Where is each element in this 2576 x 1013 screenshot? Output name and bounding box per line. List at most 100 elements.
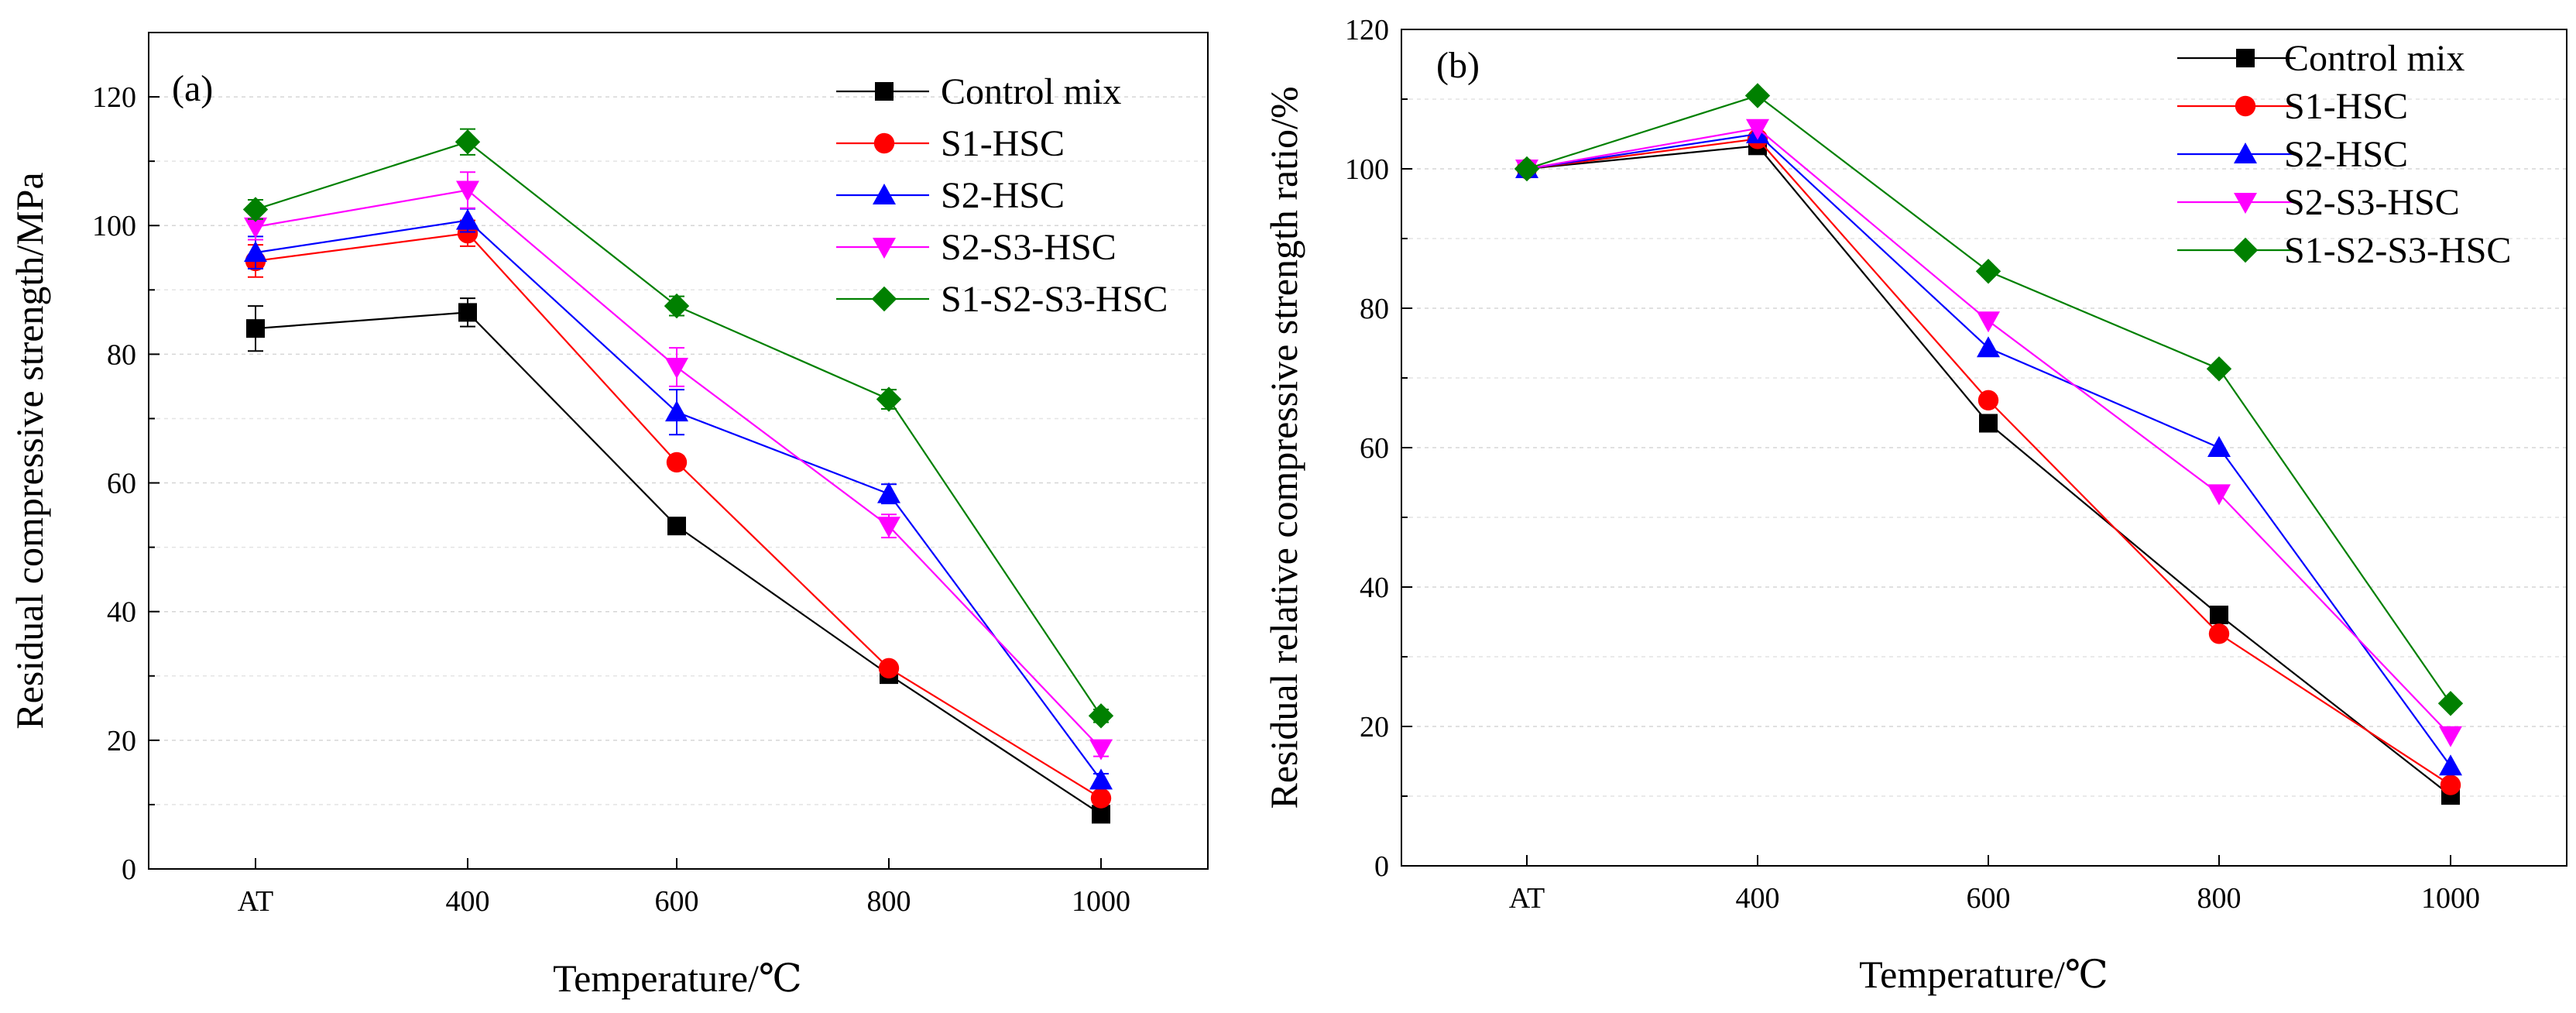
series-s1-s2-s3-hsc <box>1514 83 2464 716</box>
data-point <box>665 400 688 422</box>
x-tick-label: AT <box>1509 882 1545 915</box>
y-tick-label: 0 <box>122 853 136 886</box>
data-point <box>666 452 688 473</box>
data-point <box>876 386 902 412</box>
data-point <box>1089 768 1113 790</box>
data-point <box>1089 739 1113 761</box>
data-point <box>458 303 477 322</box>
data-point <box>1090 788 1112 809</box>
data-point <box>2208 623 2230 644</box>
legend-label: S1-HSC <box>941 123 1065 164</box>
legend-item: S2-HSC <box>836 175 1065 216</box>
x-tick-label: 1000 <box>1072 885 1130 918</box>
plot-frame-a <box>148 32 1209 870</box>
data-point <box>2207 436 2231 457</box>
data-point <box>2439 754 2462 776</box>
data-point <box>667 517 686 536</box>
legend-label: S2-S3-HSC <box>2284 182 2460 223</box>
chart-panel-a: 0 20 40 60 80 100 120 AT 400 600 800 1000 (a) Temp… <box>8 32 1209 1000</box>
legend-label: Control mix <box>2284 38 2465 79</box>
legend-label: Control mix <box>941 71 1121 112</box>
series-s2-hsc <box>244 208 1113 790</box>
legend-label: S2-S3-HSC <box>941 227 1116 268</box>
x-tick-label: 600 <box>655 885 699 918</box>
legend-item: Control mix <box>2177 38 2465 79</box>
legend-marker <box>2234 193 2257 214</box>
grid-b <box>1401 98 2567 797</box>
data-point <box>1977 390 1999 410</box>
y-axis-title-b: Residual relative compressive strength r… <box>1262 86 1305 809</box>
x-tick-label: 800 <box>867 885 911 918</box>
legend-marker <box>875 82 894 101</box>
data-point <box>877 482 900 503</box>
data-point <box>877 517 900 538</box>
legend-item: S2-S3-HSC <box>2177 182 2460 223</box>
y-tick-label: 60 <box>1360 432 1389 465</box>
x-axis-title-a: Temperature/℃ <box>553 956 802 1000</box>
series-s2-s3-hsc <box>244 171 1113 761</box>
panel-label-a: (a) <box>172 68 213 109</box>
data-point <box>1514 156 1540 182</box>
data-point <box>246 319 265 338</box>
x-tick-label: 600 <box>1967 882 2011 915</box>
legend-item: S1-S2-S3-HSC <box>836 279 1168 320</box>
data-point <box>244 241 267 263</box>
legend-marker <box>2234 143 2257 163</box>
y-tick-label: 20 <box>107 725 136 757</box>
x-tick-label: 1000 <box>2421 882 2480 915</box>
legend-marker <box>873 184 896 204</box>
legend-label: S1-S2-S3-HSC <box>941 279 1168 320</box>
legend-item: S1-HSC <box>836 123 1065 164</box>
data-point <box>1744 83 1771 108</box>
legend-a: Control mix S1-HSC S2-HSC S2-S3-HSC S1-S2-S3… <box>836 71 1168 320</box>
y-axis-a: 0 20 40 60 80 100 120 <box>92 81 159 886</box>
y-tick-label: 120 <box>92 81 136 114</box>
legend-marker <box>871 286 897 312</box>
legend-marker <box>2235 95 2256 117</box>
y-tick-label: 100 <box>1345 153 1389 186</box>
data-point <box>242 197 269 222</box>
y-tick-label: 80 <box>107 338 136 371</box>
legend-item: S2-HSC <box>2177 134 2408 175</box>
legend-label: S1-HSC <box>2284 86 2408 127</box>
x-axis-b: AT 400 600 800 1000 <box>1509 855 2480 915</box>
data-point <box>2439 726 2462 747</box>
data-point <box>1088 703 1114 729</box>
series-line <box>1526 132 2451 767</box>
series-s1-hsc <box>1516 129 2461 795</box>
legend-label: S2-HSC <box>941 175 1065 216</box>
data-point <box>1746 118 1769 140</box>
y-tick-label: 100 <box>92 210 136 242</box>
legend-marker <box>873 132 895 154</box>
y-tick-label: 80 <box>1360 293 1389 325</box>
series-group-b <box>1514 83 2464 805</box>
x-axis-title-b: Temperature/℃ <box>1859 953 2108 996</box>
data-point <box>2210 606 2228 624</box>
data-point <box>1977 336 2000 358</box>
data-point <box>454 129 481 155</box>
x-axis-a: AT 400 600 800 1000 <box>238 858 1130 918</box>
data-point <box>2207 484 2231 506</box>
y-tick-label: 40 <box>107 596 136 629</box>
y-tick-label: 0 <box>1374 850 1389 883</box>
legend-item: S1-HSC <box>2177 86 2408 127</box>
y-tick-label: 120 <box>1345 14 1389 46</box>
legend-item: S1-S2-S3-HSC <box>2177 230 2511 271</box>
data-point <box>665 358 688 379</box>
y-tick-label: 60 <box>107 468 136 500</box>
x-tick-label: 400 <box>1736 882 1780 915</box>
data-point <box>456 208 479 230</box>
data-point <box>664 293 690 319</box>
chart-panel-b: 0 20 40 60 80 100 120 AT 400 600 800 1000 (b) Temp… <box>1262 14 2567 996</box>
data-point <box>2440 774 2461 795</box>
data-point <box>456 180 479 202</box>
data-point <box>244 217 267 239</box>
legend-label: S2-HSC <box>2284 134 2408 175</box>
y-axis-title-a: Residual compressive strength/MPa <box>8 172 51 729</box>
legend-marker <box>2236 49 2255 67</box>
panel-label-b: (b) <box>1436 45 1480 86</box>
legend-marker <box>873 238 896 259</box>
data-point <box>2206 356 2232 382</box>
legend-label: S1-S2-S3-HSC <box>2284 230 2511 271</box>
